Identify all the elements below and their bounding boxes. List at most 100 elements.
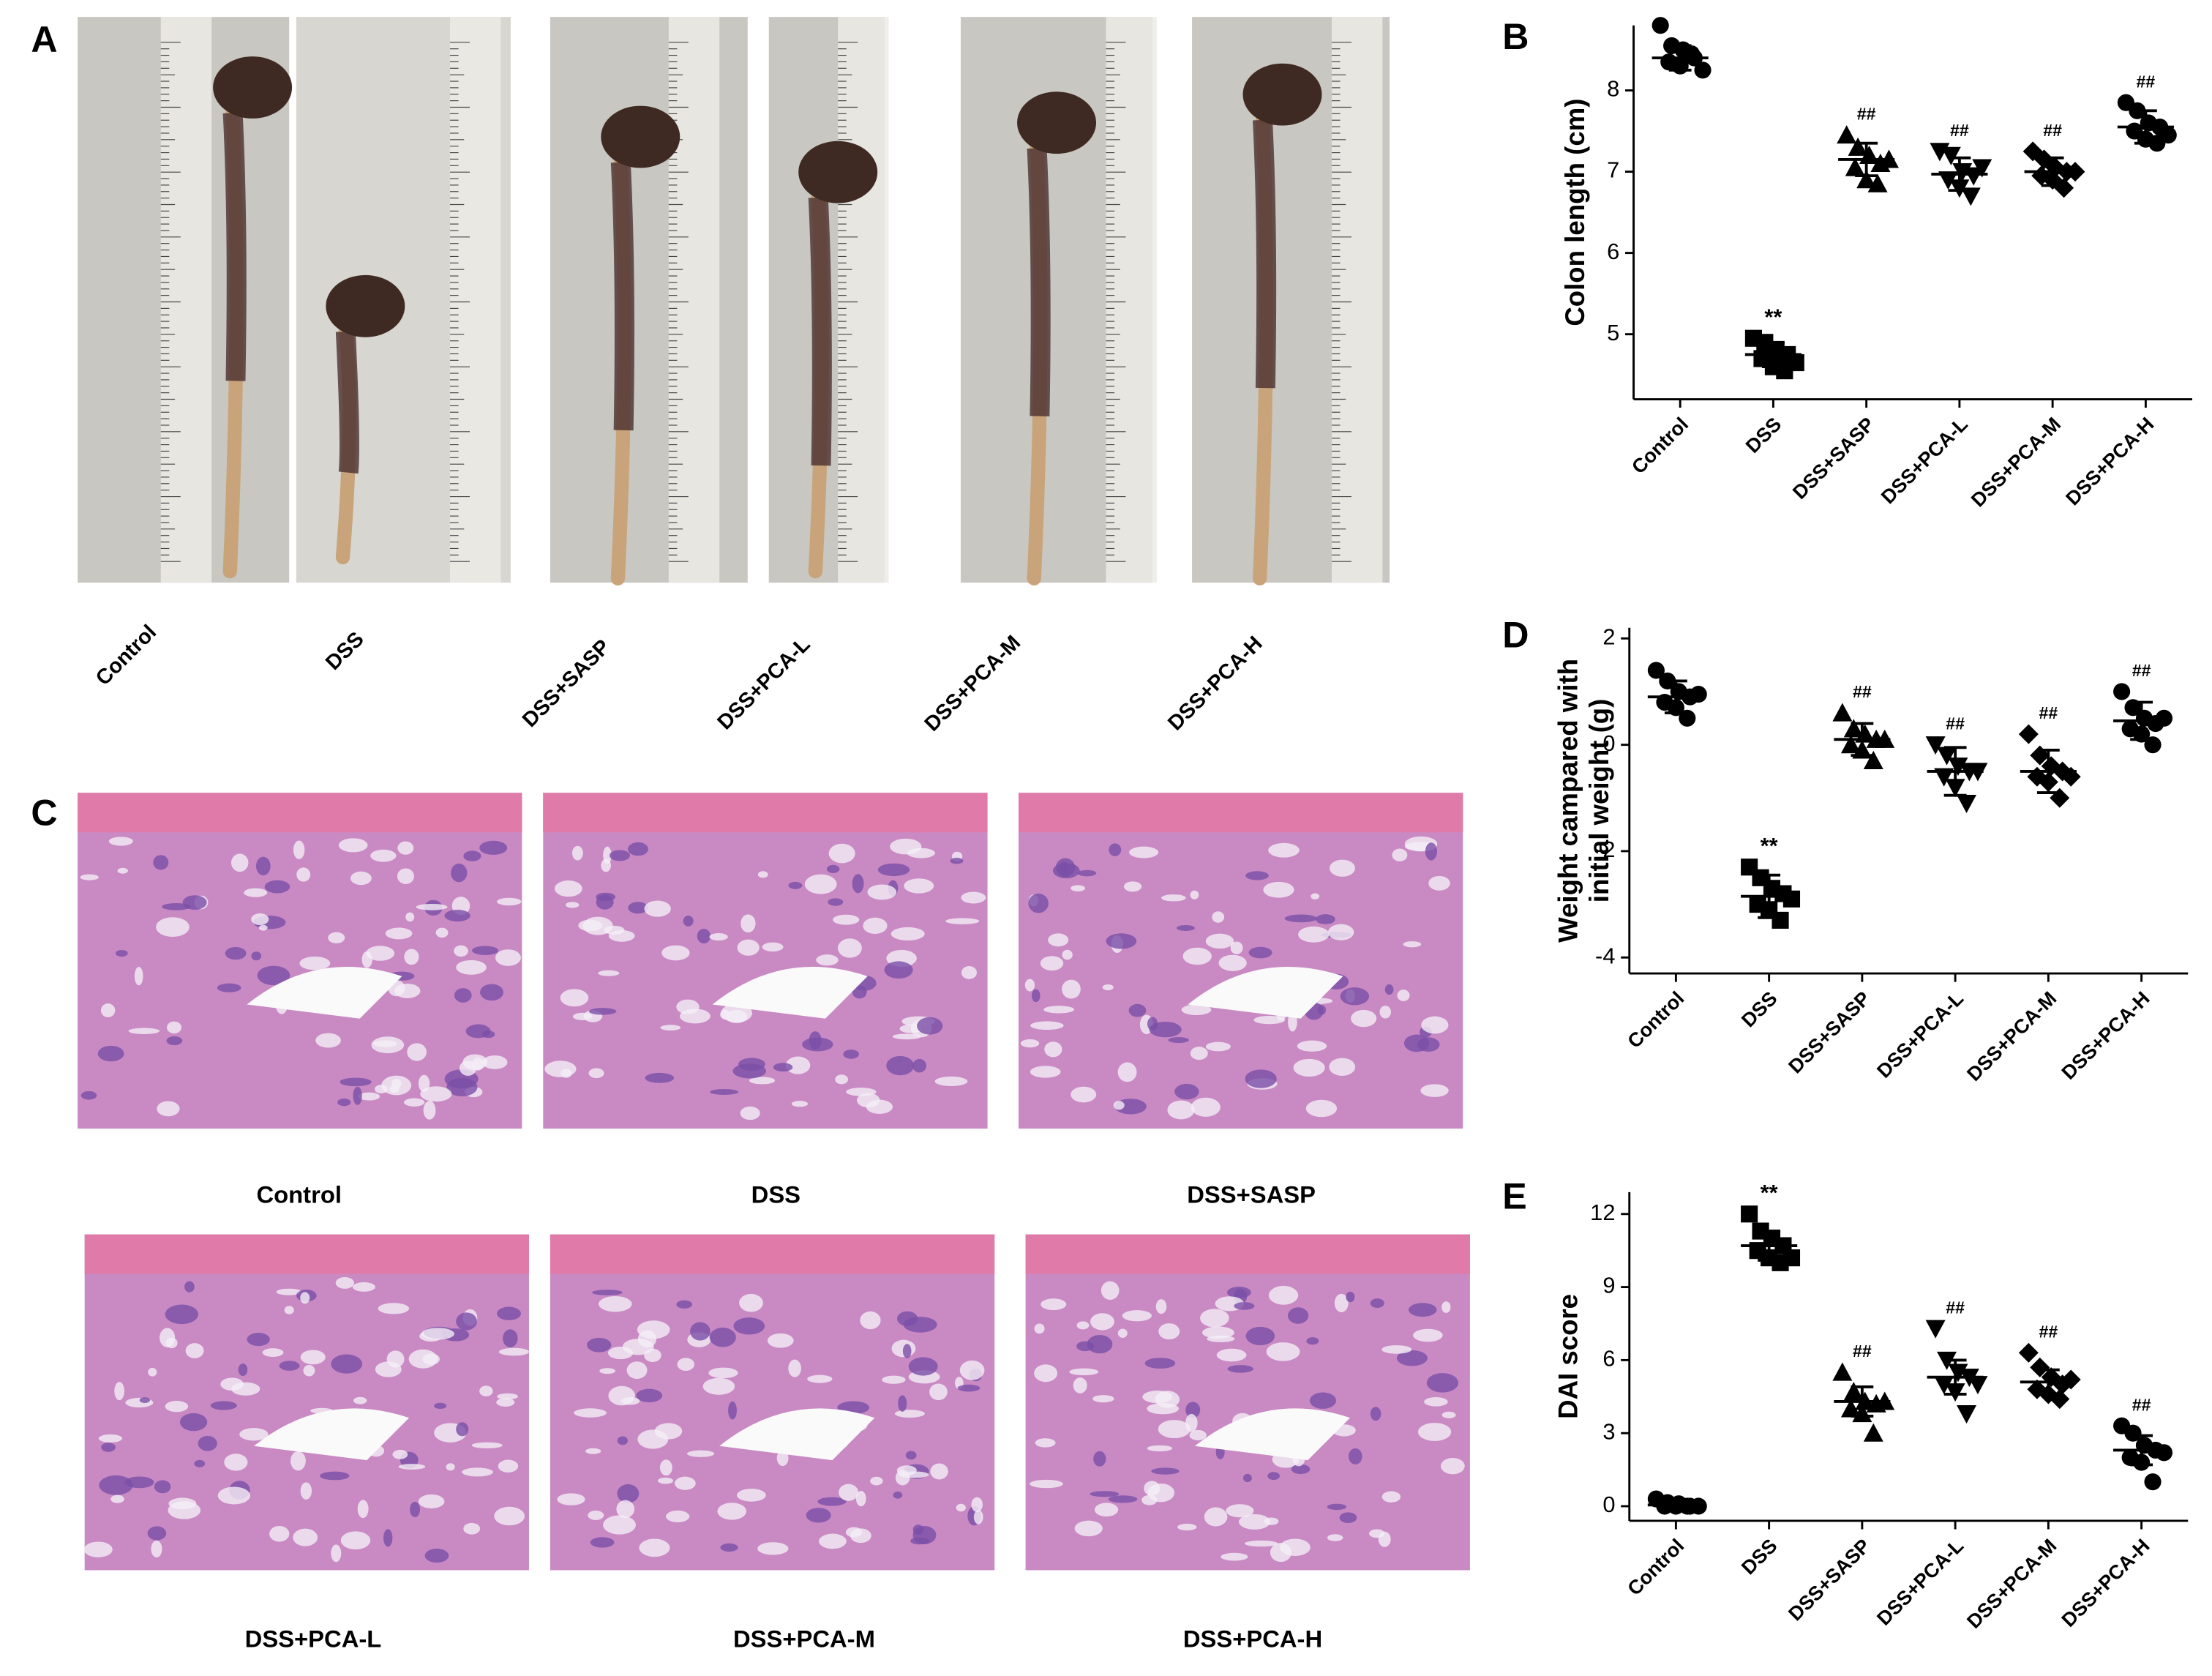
crypt	[404, 949, 419, 965]
crypt	[1425, 842, 1438, 861]
y-tick-label: 8	[1607, 76, 1619, 102]
crypt	[890, 838, 922, 855]
crypt	[353, 1396, 367, 1404]
crypt	[244, 888, 268, 897]
crypt	[709, 1327, 736, 1347]
ruler	[1106, 17, 1157, 583]
crypt	[358, 1092, 380, 1101]
crypt	[1204, 1507, 1228, 1527]
significance-label: ##	[1853, 1342, 1872, 1361]
crypt	[566, 902, 580, 908]
crypt	[767, 1333, 794, 1348]
crypt	[185, 1343, 204, 1358]
data-point	[1855, 724, 1875, 743]
crypt	[1426, 1373, 1459, 1393]
crypt	[1221, 1552, 1248, 1561]
crypt	[383, 1529, 393, 1547]
photo-label: DSS+PCA-L	[713, 632, 814, 734]
crypt	[154, 1480, 171, 1494]
crypt	[749, 1077, 776, 1085]
data-point	[1856, 170, 1877, 189]
crypt	[496, 1398, 515, 1407]
crypt	[843, 1050, 860, 1059]
crypt	[1212, 911, 1225, 923]
crypt	[1123, 881, 1142, 892]
crypt	[83, 1541, 113, 1557]
crypt	[1216, 1348, 1247, 1362]
crypt	[1122, 1310, 1152, 1322]
crypt	[80, 874, 99, 880]
crypt	[708, 1367, 738, 1379]
data-point	[1948, 1363, 1968, 1383]
crypt	[637, 1429, 669, 1449]
crypt	[446, 1463, 455, 1471]
crypt	[762, 942, 784, 952]
crypt	[156, 917, 190, 938]
crypt	[1279, 1538, 1311, 1557]
crypt	[194, 1459, 206, 1467]
crypt	[886, 1055, 915, 1076]
data-point	[1848, 137, 1868, 156]
crypt	[833, 914, 860, 925]
crypt	[1340, 987, 1370, 1006]
y-tick-label: 0	[1602, 730, 1615, 756]
crypt	[1245, 1069, 1277, 1088]
crypt	[303, 1365, 315, 1377]
crypt	[826, 864, 840, 874]
crypt	[134, 967, 143, 986]
crypt	[463, 1522, 481, 1535]
crypt	[817, 1497, 847, 1506]
crypt	[702, 1377, 735, 1395]
crypt	[690, 1322, 711, 1341]
crypt	[1185, 1402, 1201, 1418]
data-point	[2018, 1342, 2039, 1363]
crypt	[1074, 1520, 1103, 1537]
crypt	[1227, 1365, 1253, 1373]
cecum	[601, 105, 681, 168]
photo-label: DSS+SASP	[518, 635, 615, 732]
crypt	[621, 1397, 640, 1405]
crypt	[1334, 1293, 1349, 1313]
data-point	[1934, 768, 1954, 787]
crypt	[637, 1320, 670, 1339]
muscle-layer	[550, 1234, 995, 1274]
crypt	[956, 1503, 966, 1512]
crypt	[666, 1510, 690, 1523]
crypt	[300, 1482, 312, 1500]
cecum	[798, 141, 878, 203]
crypt	[819, 1533, 847, 1549]
y-tick-label: 5	[1607, 320, 1619, 345]
crypt	[809, 1031, 822, 1050]
data-point	[1957, 1405, 1977, 1424]
crypt	[1102, 984, 1114, 991]
crypt	[639, 1538, 670, 1557]
crypt	[902, 1344, 912, 1358]
crypt	[238, 1363, 248, 1377]
crypt	[462, 1467, 493, 1477]
crypt	[1144, 1481, 1161, 1496]
crypt	[961, 891, 986, 904]
crypt	[117, 867, 128, 874]
crypt	[717, 1503, 747, 1520]
crypt	[315, 1033, 341, 1048]
crypt	[961, 966, 978, 979]
crypt	[1339, 1512, 1357, 1524]
crypt	[1109, 843, 1122, 856]
crypt	[498, 1459, 519, 1473]
crypt	[572, 1012, 593, 1021]
crypt	[160, 1328, 176, 1347]
crypt	[408, 1349, 438, 1369]
crypt	[1245, 871, 1269, 880]
crypt	[740, 1106, 760, 1121]
lumen	[254, 1408, 410, 1461]
data-point	[2155, 1444, 2173, 1462]
crypt	[392, 1449, 408, 1459]
crypt	[1142, 1391, 1173, 1404]
crypt	[855, 1491, 866, 1507]
crypt	[276, 1288, 302, 1295]
crypt	[165, 1304, 198, 1325]
crypt	[804, 874, 837, 894]
crypt	[571, 845, 583, 861]
crypt	[456, 1422, 469, 1437]
